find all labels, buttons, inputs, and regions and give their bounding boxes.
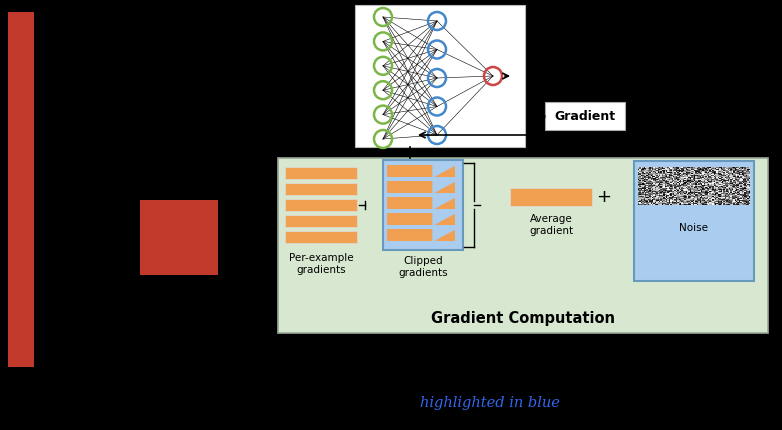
Bar — [387, 181, 455, 193]
Polygon shape — [433, 197, 455, 209]
Bar — [285, 167, 357, 179]
Polygon shape — [433, 213, 455, 225]
Bar — [634, 161, 754, 281]
Bar — [387, 213, 455, 225]
Bar — [285, 231, 357, 243]
Bar — [285, 215, 357, 227]
Bar — [285, 199, 357, 211]
Text: Clipped
gradients: Clipped gradients — [398, 256, 448, 278]
Text: Average
gradient: Average gradient — [529, 214, 573, 236]
Bar — [510, 188, 592, 206]
Bar — [8, 12, 34, 367]
Text: Gradient: Gradient — [554, 110, 615, 123]
Bar — [387, 165, 455, 177]
Bar — [383, 160, 463, 250]
Bar — [285, 183, 357, 195]
Text: Gradient Computation: Gradient Computation — [431, 311, 615, 326]
Polygon shape — [433, 165, 455, 177]
Bar — [355, 5, 525, 147]
Bar — [387, 229, 455, 241]
FancyBboxPatch shape — [278, 158, 768, 333]
Text: Noise: Noise — [680, 223, 708, 233]
Text: Per-example
gradients: Per-example gradients — [289, 253, 353, 275]
Text: +: + — [597, 188, 612, 206]
Text: highlighted in blue: highlighted in blue — [420, 396, 560, 410]
Bar — [387, 197, 455, 209]
Bar — [140, 200, 218, 275]
Polygon shape — [433, 229, 455, 241]
Bar — [545, 102, 625, 130]
Polygon shape — [433, 181, 455, 193]
